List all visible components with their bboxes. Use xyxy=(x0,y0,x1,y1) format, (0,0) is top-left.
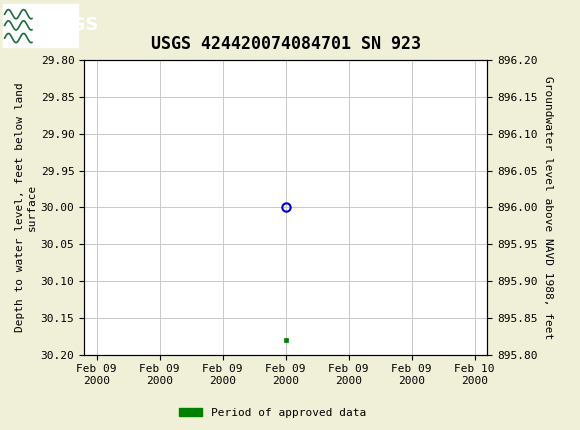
Legend: Period of approved data: Period of approved data xyxy=(175,403,370,422)
Bar xyxy=(3,4,78,47)
Y-axis label: Groundwater level above NAVD 1988, feet: Groundwater level above NAVD 1988, feet xyxy=(543,76,553,339)
Title: USGS 424420074084701 SN 923: USGS 424420074084701 SN 923 xyxy=(151,35,420,53)
Y-axis label: Depth to water level, feet below land
surface: Depth to water level, feet below land su… xyxy=(15,83,37,332)
Text: USGS: USGS xyxy=(44,16,99,34)
